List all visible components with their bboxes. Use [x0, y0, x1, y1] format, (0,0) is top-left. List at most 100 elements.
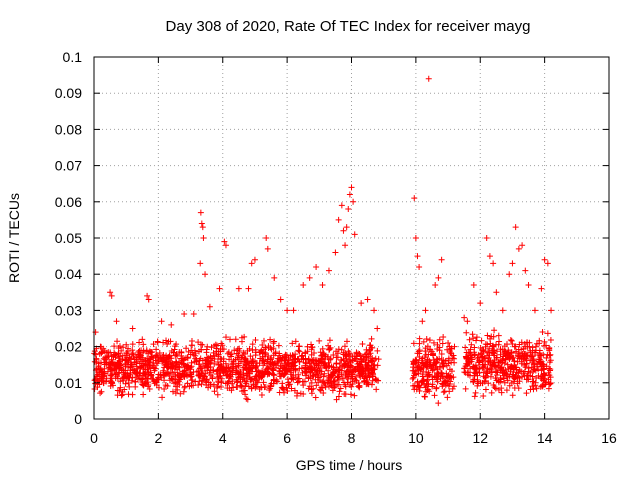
data-point [371, 366, 378, 373]
data-point [518, 358, 525, 365]
data-point [343, 338, 350, 345]
data-point [228, 351, 235, 358]
x-tick-labels: 0 2 4 6 8 10 12 14 16 [90, 430, 617, 446]
data-point [540, 351, 547, 358]
data-point [416, 354, 423, 361]
data-point [474, 378, 481, 385]
data-point [345, 348, 352, 355]
data-point [370, 371, 377, 378]
data-point [351, 392, 358, 399]
data-point [445, 339, 452, 346]
data-point [289, 354, 296, 361]
data-point [444, 346, 451, 353]
data-point [373, 377, 380, 384]
x-tick-label: 16 [601, 430, 617, 446]
data-point [354, 363, 361, 370]
data-point [500, 367, 507, 374]
data-point [349, 357, 356, 364]
data-point [239, 376, 246, 383]
data-point [114, 373, 121, 380]
data-point [203, 354, 210, 361]
x-tick-label: 14 [537, 430, 553, 446]
data-point [305, 355, 312, 362]
data-point [509, 260, 516, 267]
data-point [256, 375, 263, 382]
data-point [277, 296, 284, 303]
data-point [418, 365, 425, 372]
data-point [325, 359, 332, 366]
data-point [308, 379, 315, 386]
data-point [96, 369, 103, 376]
data-point [522, 267, 529, 274]
data-point [413, 386, 420, 393]
data-point [492, 375, 499, 382]
data-point [215, 378, 222, 385]
data-point [111, 367, 118, 374]
axis-ticks [93, 56, 610, 420]
data-point [109, 359, 116, 366]
data-point [302, 372, 309, 379]
data-point [140, 341, 147, 348]
data-point [247, 353, 254, 360]
y-tick-label: 0.09 [55, 85, 82, 101]
data-point [211, 360, 218, 367]
data-point [352, 355, 359, 362]
data-point [316, 337, 323, 344]
x-tick-label: 0 [90, 430, 98, 446]
data-point [480, 355, 487, 362]
data-point [434, 345, 441, 352]
x-axis-label: GPS time / hours [296, 457, 403, 473]
data-point [471, 344, 478, 351]
data-point [242, 356, 249, 363]
data-point [115, 350, 122, 357]
data-point [196, 365, 203, 372]
data-point [223, 365, 230, 372]
data-point [483, 235, 490, 241]
data-point [120, 344, 127, 351]
data-point [219, 368, 226, 375]
data-point [345, 206, 352, 213]
data-point [365, 353, 372, 360]
data-point [281, 357, 288, 364]
data-point [209, 355, 216, 362]
data-point [495, 379, 502, 386]
data-point [309, 373, 316, 380]
data-point [243, 395, 250, 402]
data-point [160, 367, 167, 374]
data-point [443, 362, 450, 369]
data-point [509, 355, 516, 362]
data-point [143, 360, 150, 367]
data-point [161, 385, 168, 392]
data-point [451, 343, 458, 350]
data-point [308, 386, 315, 393]
data-point [446, 343, 453, 350]
data-point [450, 374, 457, 381]
data-point [147, 358, 154, 365]
data-point [502, 355, 509, 362]
data-point [347, 391, 354, 398]
data-point [325, 383, 332, 390]
data-point [211, 388, 218, 395]
data-point [177, 390, 184, 397]
data-point [341, 343, 348, 350]
data-point [232, 336, 239, 343]
data-point [471, 369, 478, 376]
data-point [171, 343, 178, 350]
data-point [148, 372, 155, 379]
data-point [124, 359, 131, 366]
data-point [338, 357, 345, 364]
data-point [438, 351, 445, 358]
data-point [374, 347, 381, 354]
data-point [199, 341, 206, 348]
data-point [511, 375, 518, 382]
data-point [516, 367, 523, 374]
data-point [364, 374, 371, 381]
data-point [147, 369, 154, 376]
data-point [289, 362, 296, 369]
data-point [190, 368, 197, 375]
data-point [421, 393, 428, 400]
data-point [182, 383, 189, 390]
data-point [501, 379, 508, 386]
data-point [159, 357, 166, 364]
data-point [199, 224, 206, 231]
